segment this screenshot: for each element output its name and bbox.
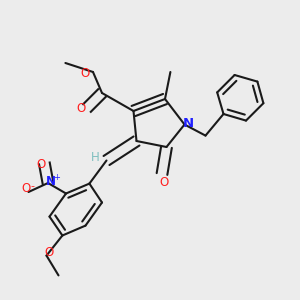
Text: O: O — [44, 246, 53, 259]
Text: H: H — [91, 151, 100, 164]
Text: -: - — [30, 181, 34, 191]
Text: O: O — [81, 67, 90, 80]
Text: O: O — [36, 158, 45, 172]
Text: O: O — [76, 101, 85, 115]
Text: N: N — [45, 175, 56, 188]
Text: +: + — [53, 173, 60, 182]
Text: O: O — [21, 182, 30, 196]
Text: O: O — [159, 176, 168, 189]
Text: N: N — [182, 117, 194, 130]
